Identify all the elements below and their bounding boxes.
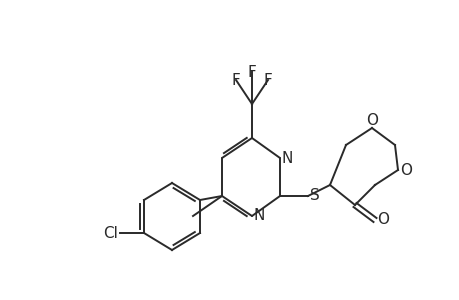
Text: S: S xyxy=(309,188,319,203)
Text: Cl: Cl xyxy=(103,226,118,241)
Text: N: N xyxy=(253,208,264,224)
Text: O: O xyxy=(376,212,388,227)
Text: F: F xyxy=(247,64,256,80)
Text: O: O xyxy=(399,163,411,178)
Text: F: F xyxy=(263,73,272,88)
Text: N: N xyxy=(281,151,292,166)
Text: O: O xyxy=(365,112,377,128)
Text: F: F xyxy=(231,73,240,88)
